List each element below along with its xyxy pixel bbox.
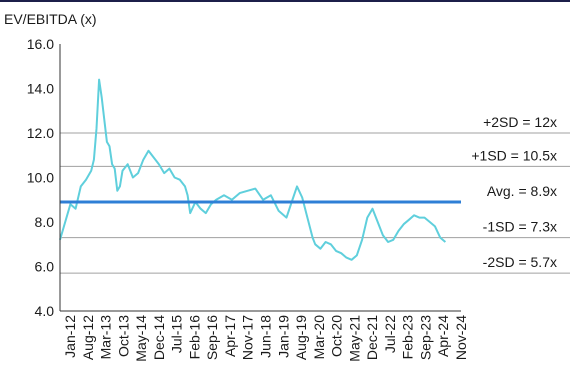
- reference-line-labels: +2SD = 12x +1SD = 10.5x Avg. = 8.9x -1SD = …: [471, 114, 557, 270]
- y-tick-label: 10.0: [27, 170, 54, 186]
- x-tick-label: Aug-19: [293, 315, 309, 360]
- x-tick-label: Jan-12: [62, 315, 78, 358]
- y-tick-label: 14.0: [27, 81, 54, 97]
- reference-lines: [60, 132, 570, 274]
- y-tick-label: 6.0: [35, 259, 55, 275]
- x-tick-label: Apr-24: [435, 315, 451, 357]
- x-tick-label: May-21: [346, 315, 362, 362]
- x-tick-label: Feb-16: [186, 315, 202, 360]
- x-tick-label: Feb-23: [400, 315, 416, 360]
- reference-line-label: -1SD = 7.3x: [483, 219, 557, 235]
- y-tick-label: 8.0: [35, 214, 55, 230]
- x-tick-label: Nov-17: [240, 315, 256, 360]
- y-axis-title: EV/EBITDA (x): [4, 11, 97, 27]
- y-tick-label: 16.0: [27, 36, 54, 52]
- x-tick-label: Jun-18: [258, 315, 274, 358]
- x-tick-label: Oct-20: [329, 315, 345, 357]
- x-tick-label: Jul-15: [169, 315, 185, 353]
- reference-line-label: -2SD = 5.7x: [483, 254, 557, 270]
- x-tick-labels: Jan-12 Aug-12 Mar-13 Oct-13 May-14 Dec-14 Jul-…: [62, 315, 469, 362]
- x-tick-label: Mar-13: [98, 315, 114, 360]
- x-tick-label: Sep-23: [418, 315, 434, 360]
- x-tick-label: Mar-20: [311, 315, 327, 360]
- x-tick-label: Nov-24: [453, 315, 469, 360]
- x-tick-label: Jul-22: [382, 315, 398, 353]
- y-tick-label: 4.0: [35, 303, 55, 319]
- reference-line-label: +2SD = 12x: [483, 114, 557, 130]
- x-tick-label: Oct-13: [115, 315, 131, 357]
- x-tick-label: Dec-21: [364, 315, 380, 360]
- x-tick-label: Apr-17: [222, 315, 238, 357]
- y-tick-label: 12.0: [27, 125, 54, 141]
- top-accent-bar: [0, 0, 570, 2]
- series-line-ev-ebitda: [59, 78, 447, 261]
- x-tick-label: Aug-12: [80, 315, 96, 360]
- x-tick-label: Jan-19: [275, 315, 291, 358]
- x-tick-label: Sep-16: [204, 315, 220, 360]
- x-tick-label: Dec-14: [151, 315, 167, 360]
- reference-line-label: Avg. = 8.9x: [487, 183, 557, 199]
- reference-line-label: +1SD = 10.5x: [471, 147, 557, 163]
- x-tick-label: May-14: [133, 315, 149, 362]
- y-tick-labels: 4.0 6.0 8.0 10.0 12.0 14.0 16.0: [27, 36, 54, 319]
